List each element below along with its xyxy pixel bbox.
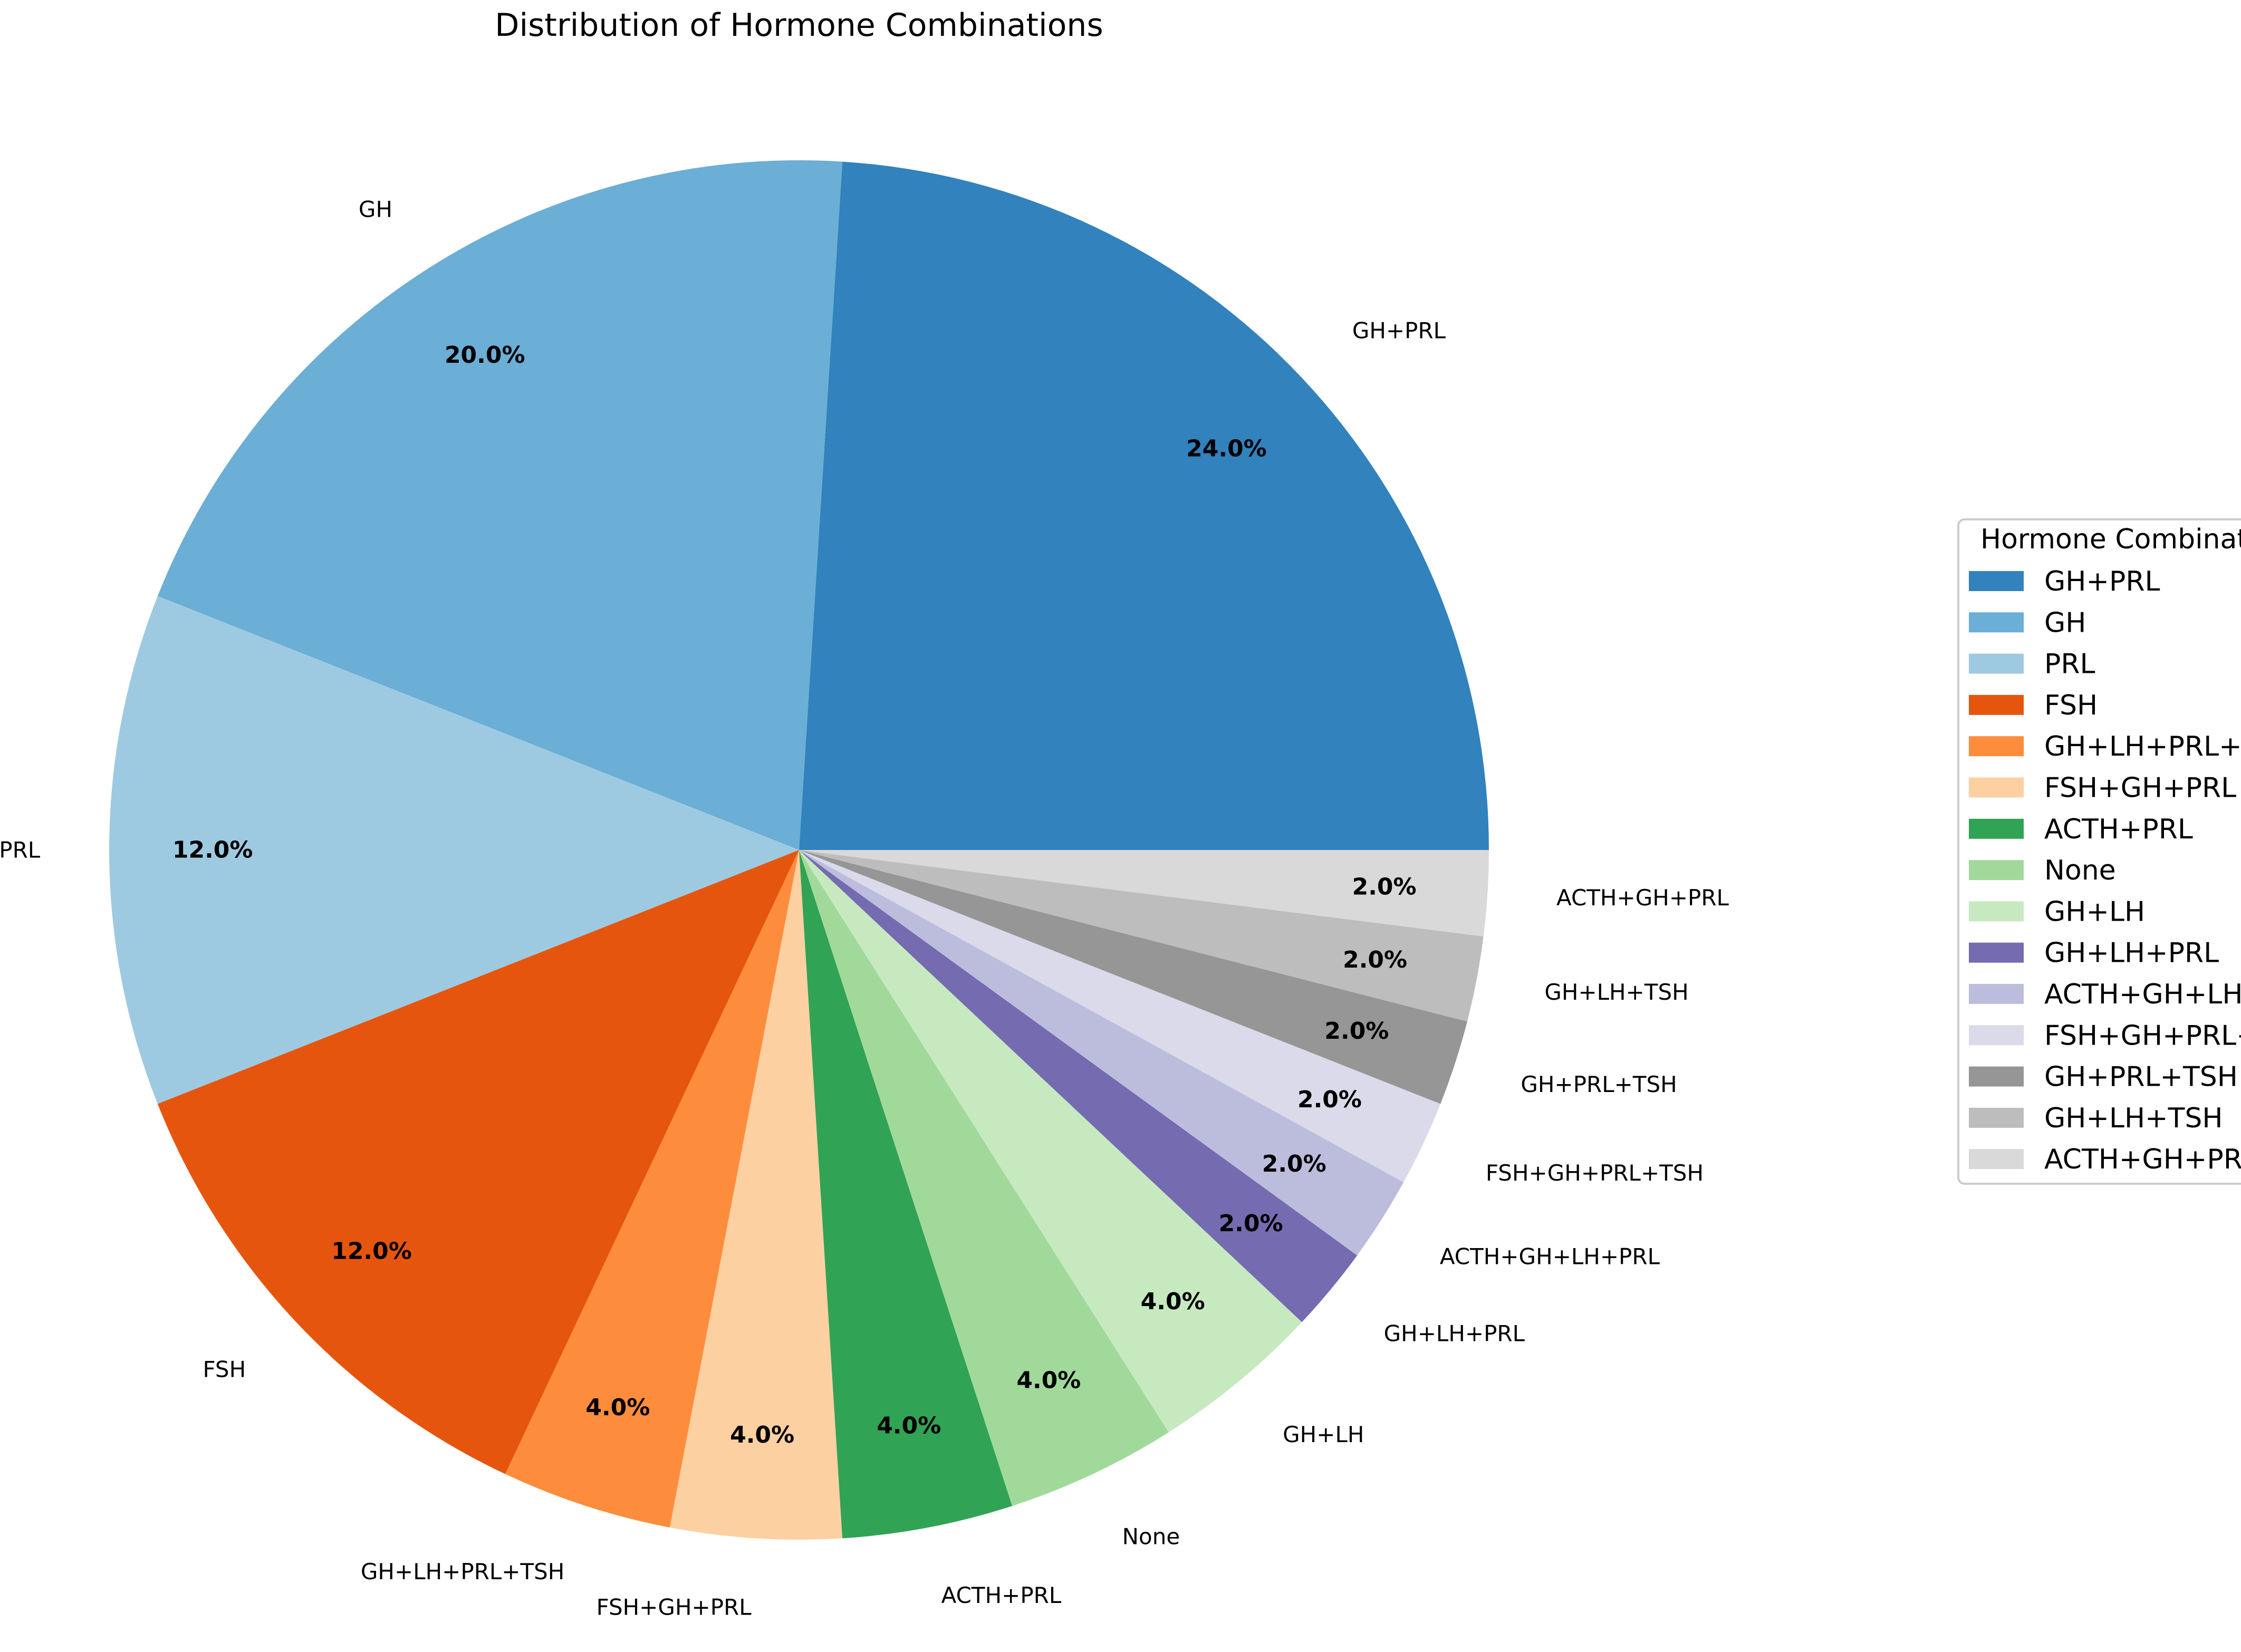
slice-percent-label: 4.0% (585, 1394, 650, 1421)
pie-slice (799, 850, 1467, 1104)
chart-title: Distribution of Hormone Combinations (495, 7, 1103, 44)
pie-slice (799, 850, 1169, 1506)
legend-swatch (1969, 1066, 2024, 1087)
pie-slice (799, 161, 1489, 850)
legend-swatch (1969, 1107, 2024, 1128)
slice-percent-label: 4.0% (1141, 1288, 1205, 1315)
legend-swatch (1969, 694, 2024, 715)
slice-percent-label: 2.0% (1297, 1086, 1362, 1113)
legend-title: Hormone Combinations (1980, 524, 2241, 555)
pie-category-labels: GH+PRL GH PRL FSH GH+LH+PRL+TSH FSH+GH+PRL ACT… (0, 197, 1729, 1620)
pie-slice (505, 850, 799, 1528)
legend-label: PRL (2044, 649, 2095, 680)
legend-label: FSH+GH+PRL (2044, 772, 2236, 804)
slice-percent-label: 12.0% (331, 1238, 412, 1265)
pie-slice (157, 850, 800, 1474)
slice-category-label: GH+LH+TSH (1544, 979, 1688, 1005)
slice-category-label: GH+PRL+TSH (1521, 1071, 1677, 1097)
pie-slice (799, 850, 1484, 1022)
slice-category-label: ACTH+GH+PRL (1556, 885, 1729, 911)
slice-category-label: GH+LH (1283, 1422, 1364, 1447)
slice-percent-label: 4.0% (877, 1413, 941, 1440)
legend-label: ACTH+GH+LH+PRL (2044, 979, 2241, 1010)
legend-swatch (1969, 901, 2024, 922)
legend-swatch (1969, 571, 2024, 591)
legend-swatch (1969, 1025, 2024, 1046)
pie-slice (799, 850, 1013, 1539)
slice-percent-label: 12.0% (172, 837, 253, 864)
slice-category-label: GH+LH+PRL+TSH (361, 1559, 565, 1585)
legend-label: GH+PRL+TSH (2044, 1061, 2238, 1093)
legend-swatch (1969, 942, 2024, 963)
pie-slice (799, 850, 1404, 1255)
legend-items: GH+PRL GH PRL FSH GH+LH+PRL+TSH FSH+GH+PRL ACT… (1969, 566, 2241, 1175)
slice-category-label: FSH+GH+PRL (597, 1594, 752, 1620)
legend: Hormone Combinations GH+PRL GH PRL FSH GH+LH… (1957, 518, 2241, 1185)
slice-percent-label: 2.0% (1343, 946, 1407, 973)
pie-slice (669, 850, 843, 1540)
slice-percent-label: 4.0% (1016, 1367, 1081, 1394)
slice-percent-label: 2.0% (1219, 1210, 1283, 1237)
legend-label: FSH (2044, 690, 2098, 721)
legend-label: GH (2044, 607, 2086, 639)
slice-category-label: PRL (0, 837, 41, 863)
legend-label: GH+LH+PRL+TSH (2044, 731, 2241, 762)
legend-swatch (1969, 736, 2024, 757)
legend-swatch (1969, 612, 2024, 633)
legend-swatch (1969, 984, 2024, 1004)
legend-frame (1957, 518, 2241, 1185)
pie-slice (799, 850, 1441, 1183)
slice-category-label: FSH (203, 1356, 246, 1382)
pie-slice (799, 850, 1302, 1433)
slice-category-label: GH+LH+PRL (1384, 1321, 1525, 1347)
pie-slice (799, 850, 1489, 936)
pie-slice (157, 160, 843, 850)
slice-percent-label: 2.0% (1352, 873, 1417, 900)
legend-swatch (1969, 777, 2024, 798)
legend-swatch (1969, 818, 2024, 839)
slice-percent-label: 2.0% (1324, 1018, 1389, 1045)
legend-label: GH+PRL (2044, 566, 2160, 597)
legend-label: GH+LH+PRL (2044, 938, 2219, 969)
legend-label: GH+LH (2044, 896, 2145, 928)
slice-category-label: FSH+GH+PRL+TSH (1486, 1160, 1704, 1186)
legend-swatch (1969, 860, 2024, 881)
slice-category-label: GH (359, 197, 392, 223)
legend-label: ACTH+PRL (2044, 814, 2193, 845)
legend-swatch (1969, 1149, 2024, 1170)
pie-slice (109, 596, 800, 1104)
slice-category-label: ACTH+PRL (941, 1582, 1062, 1608)
legend-label: FSH+GH+PRL+TSH (2044, 1020, 2241, 1051)
slice-percent-label: 20.0% (445, 342, 525, 369)
legend-label: None (2044, 855, 2116, 886)
legend-label: GH+LH+TSH (2044, 1103, 2223, 1134)
pie-slice (799, 850, 1358, 1322)
legend-swatch (1969, 653, 2024, 674)
pie-slices (109, 160, 1489, 1540)
pie-percent-labels: 24.0% 20.0% 12.0% 12.0% 4.0% 4.0% 4.0% 4.0% 4.0%… (172, 342, 1417, 1448)
slice-category-label: GH+PRL (1352, 318, 1446, 344)
slice-percent-label: 4.0% (730, 1422, 794, 1448)
legend-label: ACTH+GH+PRL (2044, 1144, 2241, 1175)
slice-percent-label: 24.0% (1186, 435, 1267, 462)
slice-category-label: None (1122, 1523, 1180, 1549)
slice-category-label: ACTH+GH+LH+PRL (1440, 1243, 1660, 1269)
slice-percent-label: 2.0% (1262, 1151, 1326, 1177)
